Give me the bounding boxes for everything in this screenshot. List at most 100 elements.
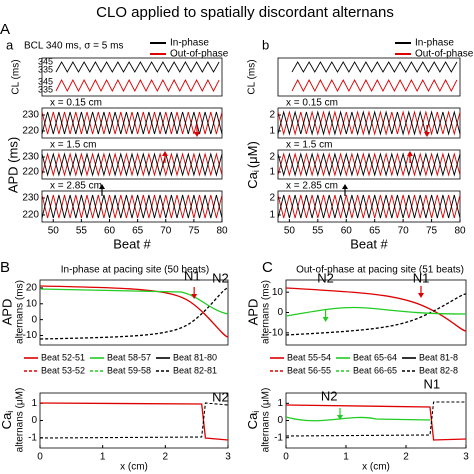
y-axis-label: alternans (ms) [261,280,272,344]
arrow-head [99,184,105,189]
y-label-sub: i [5,411,15,413]
y-label-unit: (μM) [245,141,260,168]
trace [285,293,467,336]
trace [55,61,220,73]
y-axis-label: alternans (μM) [15,388,26,453]
arrow-head [407,151,413,156]
x-tick-label: 55 [312,226,324,237]
panel-label: a [6,37,14,52]
y-tick-label: 1 [269,167,275,178]
y-label-main: Ca [245,171,260,188]
y-label-main: Ca [245,412,260,429]
y-tick-label: 2 [269,193,275,204]
x-tick-label: 2 [163,452,169,463]
y-tick-label: 220 [22,167,39,178]
y-axis-label: CL (ms) [11,59,22,94]
y-tick-label: 230 [22,193,39,204]
x-axis-label: x (cm) [120,462,148,473]
legend-label: In-phase [170,38,209,49]
y-tick-label: 0 [277,415,283,426]
annotation: N1 [184,268,201,283]
panel-title: In-phase at pacing site (50 beats) [61,265,209,276]
plot-frame [277,190,461,223]
trace [41,152,223,177]
y-tick-label: 0 [31,415,37,426]
trace-label: x = 1.5 cm [50,140,96,151]
x-tick-label: 1 [343,452,349,463]
cl-tick: 345 [38,76,53,86]
y-axis-label: APD (ms) [5,137,20,193]
y-tick-label: 220 [22,210,39,221]
y-axis-label: APD [0,299,14,326]
panel-label: C [262,259,273,276]
trace [277,152,461,177]
legend-label: Beat 52-51 [41,352,85,362]
annotation: N1 [413,270,430,285]
x-tick-label: 60 [341,226,353,237]
panel-title: Out-of-phase at pacing site (51 beats) [296,265,464,276]
cl-tick: 335 [38,84,53,94]
x-axis-label: Beat # [350,236,388,251]
trace [277,194,461,219]
subtitle: BCL 340 ms, σ = 5 ms [24,41,123,52]
x-axis-label: x (cm) [362,462,390,473]
legend-label: Out-of-phase [415,49,474,60]
arrow-head [322,317,329,322]
y-axis-label: CL (ms) [247,59,258,94]
plot-frame [277,107,461,139]
x-tick-label: 75 [188,226,200,237]
y-axis-label: APD [245,299,260,326]
y-tick-label: 1 [31,398,37,409]
y-tick-label: -10 [269,327,284,338]
y-tick-label: 2 [269,110,275,121]
y-axis-label: Cai [0,411,15,430]
y-axis-label: alternans (ms) [15,280,26,344]
panel-label: B [0,259,10,276]
trace-label: x = 0.15 cm [286,98,338,109]
legend-label: Beat 81-80 [173,352,217,362]
trace [55,79,220,92]
arrow-head [191,294,198,299]
trace [39,402,229,439]
panel-label: b [262,37,269,52]
x-tick-label: 50 [284,226,296,237]
x-tick-label: 80 [454,226,466,237]
plot-frame [39,392,229,449]
x-tick-label: 0 [37,452,43,463]
plot-frame [41,149,223,180]
y-tick-label: 0 [277,307,283,318]
trace [41,194,223,219]
legend-label: Beat 65-64 [353,352,397,362]
cl-tick: 335 [38,64,53,74]
annotation: N2 [212,270,229,285]
x-tick-label: 75 [426,226,438,237]
x-tick-label: 2 [403,452,409,463]
trace-label: x = 2.85 cm [50,181,102,192]
legend-label: Beat 82-8 [419,365,458,375]
x-tick-label: 3 [225,452,231,463]
legend-label: Beat 66-65 [353,365,397,375]
trace [285,404,467,441]
trace-label: x = 2.85 cm [286,181,338,192]
trace [285,401,466,437]
y-tick-label: 1 [269,126,275,137]
arrow-head [342,184,348,189]
plot-frame [277,149,461,180]
arrow-head [418,293,424,298]
y-tick-label: 2 [269,152,275,163]
x-tick-label: 60 [104,226,116,237]
y-tick-label: 20 [26,283,38,294]
panel-label: A [0,21,10,38]
legend-label: In-phase [415,38,454,49]
trace [39,288,229,315]
arrow-head [424,132,430,137]
trace [291,79,458,92]
x-tick-label: 65 [369,226,381,237]
trace [41,111,223,135]
legend-label: Beat 56-55 [287,365,331,375]
y-tick-label: 0 [31,314,37,325]
annotation: N2 [317,270,334,285]
arrow-head [194,132,200,137]
x-tick-label: 65 [132,226,144,237]
x-tick-label: 80 [216,226,228,237]
